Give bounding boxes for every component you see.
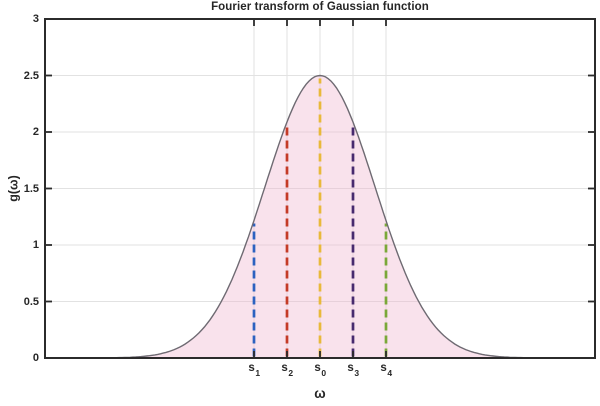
y-tick-label-3: 3 (32, 13, 39, 25)
x-tick-label-s3: s3 (347, 362, 360, 379)
y-tick-label-0.5: 0.5 (23, 295, 39, 308)
y-tick-label-1: 1 (32, 239, 39, 251)
x-tick-label-s2: s2 (281, 362, 294, 379)
gaussian-curve (45, 74, 595, 359)
x-tick-label-s4: s4 (380, 362, 393, 379)
y-tick-label-1.5: 1.5 (23, 182, 39, 195)
y-tick-label-2.5: 2.5 (23, 69, 39, 82)
plot-box (44, 18, 596, 359)
x-tick-label-s0: s0 (314, 362, 327, 379)
chart-title: Fourier transform of Gaussian function (211, 1, 429, 13)
x-axis-label: ω (314, 386, 326, 401)
x-tick-label-s1: s1 (248, 362, 261, 379)
y-tick-label-2: 2 (32, 126, 39, 138)
y-tick-label-0: 0 (32, 352, 39, 364)
gaussian-fill (45, 75, 595, 358)
